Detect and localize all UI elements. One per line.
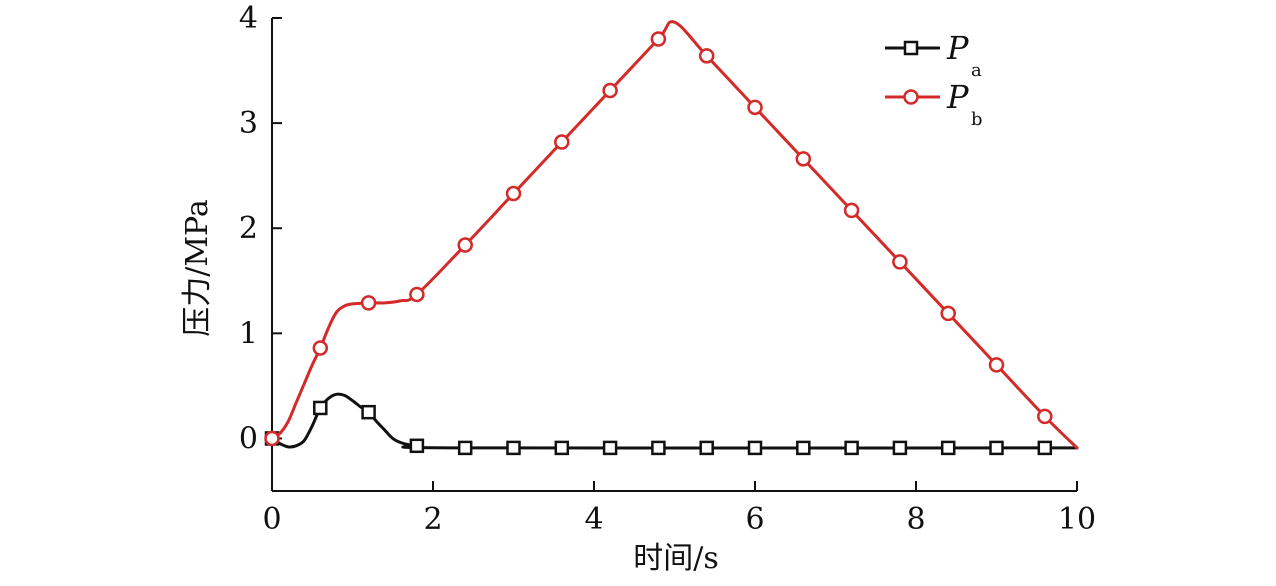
series-pa-point (506, 440, 521, 456)
series-pa-point (602, 440, 618, 456)
series-pa-point (796, 440, 811, 456)
series-layer (264, 20, 1079, 456)
series-pa-point (747, 440, 763, 456)
axes-layer (271, 18, 1077, 492)
series-pa-line (270, 392, 1079, 450)
series-pb-point (554, 134, 570, 150)
series-pb-point (988, 357, 1005, 373)
series-pb-point (264, 430, 280, 447)
series-pa-point (457, 440, 473, 456)
series-pb-point (940, 305, 956, 322)
legend-pb-marker (903, 89, 919, 105)
series-pa-point (940, 440, 956, 456)
series-pa-point (844, 440, 859, 456)
series-pa-point (699, 440, 714, 456)
legend-pa-subscript: a (971, 60, 982, 81)
y-tick-label: 4 (239, 1, 258, 36)
series-pb-point (602, 82, 618, 99)
x-tick-label: 4 (584, 502, 603, 537)
legend-pb-subscript: b (971, 109, 983, 130)
series-pa (264, 392, 1079, 456)
series-pa-point (409, 438, 425, 454)
series-pb-point (312, 340, 329, 356)
y-tick-label: 2 (239, 211, 258, 246)
series-pa-point (989, 440, 1004, 456)
legend-pa-marker (903, 40, 919, 56)
x-tick-label: 8 (906, 502, 925, 537)
x-tick-label: 6 (745, 502, 764, 537)
ticks-layer: 0 2 4 6 8 10 0 1 2 3 4 (239, 1, 1096, 537)
series-pa-point (892, 440, 908, 456)
x-axis-title: 时间/s (633, 541, 719, 576)
y-tick-label: 0 (239, 421, 258, 456)
series-pa-point (313, 400, 328, 416)
legend-pa: Pa (885, 29, 982, 81)
y-tick-label: 3 (239, 106, 258, 141)
y-tick-label: 1 (239, 316, 258, 351)
series-pb-point (409, 286, 425, 303)
series-pb-point (457, 237, 473, 253)
series-pa-point (554, 440, 570, 456)
series-pb-point (1037, 408, 1053, 425)
series-pb-point (698, 48, 715, 64)
series-pb-point (892, 254, 908, 270)
x-tick-label: 10 (1058, 502, 1096, 537)
legend-pa-label: P (946, 29, 969, 67)
series-pa-point (651, 440, 666, 456)
legend-pb-label: P (946, 78, 969, 116)
series-pb-point (505, 185, 522, 202)
series-pa-point (361, 404, 376, 420)
series-pb-point (795, 151, 812, 167)
series-pb-point (650, 31, 667, 47)
series-pb-point (360, 295, 377, 311)
series-pb (264, 20, 1079, 450)
x-tick-label: 2 (423, 502, 442, 537)
legend-pb: Pb (885, 78, 983, 130)
x-tick-label: 0 (262, 502, 281, 537)
y-axis-title: 压力/MPa (180, 199, 215, 337)
series-pb-point (747, 99, 763, 116)
series-pa-point (1037, 440, 1053, 456)
series-pb-point (843, 202, 860, 219)
